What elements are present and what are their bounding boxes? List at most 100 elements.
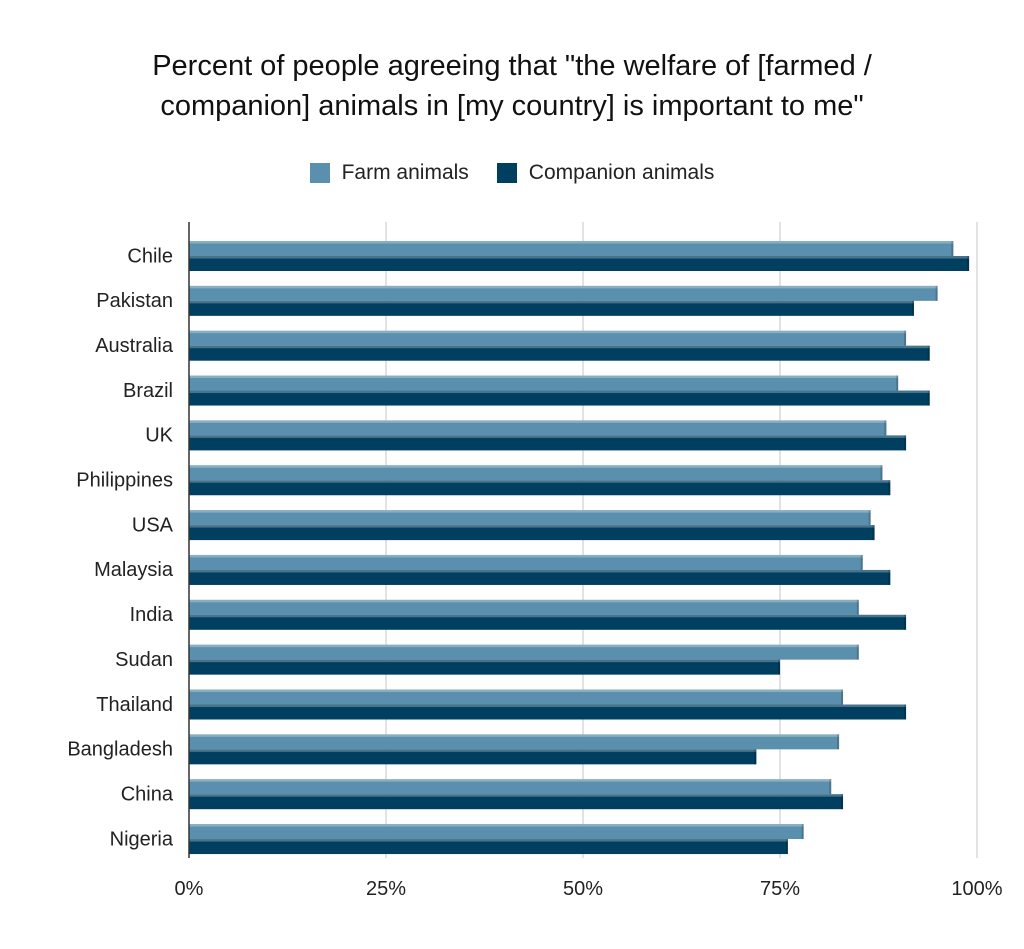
bar-highlight [189,599,859,603]
bar-companion [189,480,891,496]
bar-highlight [189,794,844,797]
bar-highlight [189,465,883,468]
bar-end-shade [880,465,883,481]
bar-end-shade [841,689,844,705]
bar-highlight [189,256,970,259]
bar-end-shade [829,779,832,795]
bar-end-shade [904,330,907,346]
bar-end-shade [754,749,757,765]
bar-highlight [189,345,930,349]
bar-end-shade [888,480,891,496]
bar-highlight [189,375,899,379]
bar-farm [189,644,859,660]
bar-companion [189,256,970,271]
bar-end-shade [801,824,804,840]
category-label: Pakistan [96,290,173,312]
bar-highlight [189,285,938,289]
category-label: Thailand [96,694,173,716]
bar-end-shade [927,345,930,361]
x-tick-label: 100% [951,878,1002,900]
bar-farm [189,824,804,840]
x-tick-label: 50% [563,878,603,900]
bar-highlight [189,734,840,737]
bar-end-shade [837,734,840,750]
bar-companion [189,704,907,720]
bar-end-shade [841,794,844,810]
legend-item-farm: Farm animals [309,161,469,185]
category-label: Sudan [115,649,173,671]
bar-end-shade [904,435,907,451]
bar-end-shade [888,569,891,585]
legend-label-companion: Companion animals [528,161,715,184]
category-label: Malaysia [94,559,174,581]
bar-farm [189,734,840,750]
bar-end-shade [868,510,871,526]
category-label: Bangladesh [67,739,173,761]
bar-end-shade [927,390,930,406]
bar-companion [189,525,875,541]
category-label: Brazil [123,380,173,402]
bar-farm [189,554,863,570]
category-label: Philippines [76,470,173,492]
bar-highlight [189,569,891,573]
bar-farm [189,779,832,795]
bar-companion [189,569,891,585]
bar-companion [189,839,788,855]
bar-farm [189,465,883,481]
bar-highlight [189,420,887,423]
bar-highlight [189,824,804,827]
category-label: India [130,604,174,626]
bar-end-shade [896,375,899,391]
bar-companion [189,300,914,316]
bar-end-shade [785,839,788,855]
bar-companion [189,435,907,451]
category-label: Chile [127,245,173,267]
bar-end-shade [860,554,863,570]
bar-companion [189,749,757,765]
x-tick-label: 25% [366,878,406,900]
bar-highlight [189,614,907,618]
bar-farm [189,599,859,615]
bar-highlight [189,390,930,394]
bar-end-shade [951,241,954,256]
chart-title-line-1: Percent of people agreeing that "the wel… [152,50,872,82]
bar-highlight [189,330,907,334]
bar-companion [189,614,907,630]
bar-end-shade [904,704,907,720]
bar-companion [189,390,930,406]
legend-label-farm: Farm animals [341,161,469,184]
bar-farm [189,330,907,346]
category-label: China [121,783,174,805]
bar-highlight [189,241,954,244]
category-label: Nigeria [110,828,174,850]
category-label: USA [132,514,174,536]
bar-highlight [189,554,863,558]
bar-farm [189,285,938,301]
category-label: Australia [95,335,174,357]
bar-highlight [189,779,832,782]
bar-end-shade [904,614,907,630]
bar-highlight [189,435,907,438]
bar-highlight [189,510,871,513]
bar-highlight [189,689,844,692]
bar-companion [189,659,780,675]
bar-farm [189,241,954,256]
bar-end-shade [872,525,875,541]
bar-farm [189,375,899,391]
legend-swatch-companion [496,163,517,183]
chart-legend: Farm animals Companion animals [0,161,1024,185]
bar-farm [189,510,871,526]
bar-highlight [189,480,891,483]
bar-highlight [189,704,907,707]
bar-highlight [189,644,859,648]
bar-end-shade [856,644,859,660]
bar-end-shade [884,420,887,436]
bar-highlight [189,839,788,842]
x-tick-label: 75% [760,878,800,900]
bar-highlight [189,300,914,304]
bar-farm [189,689,844,705]
bar-highlight [189,749,757,752]
x-tick-label: 0% [175,878,204,900]
bar-companion [189,794,844,810]
